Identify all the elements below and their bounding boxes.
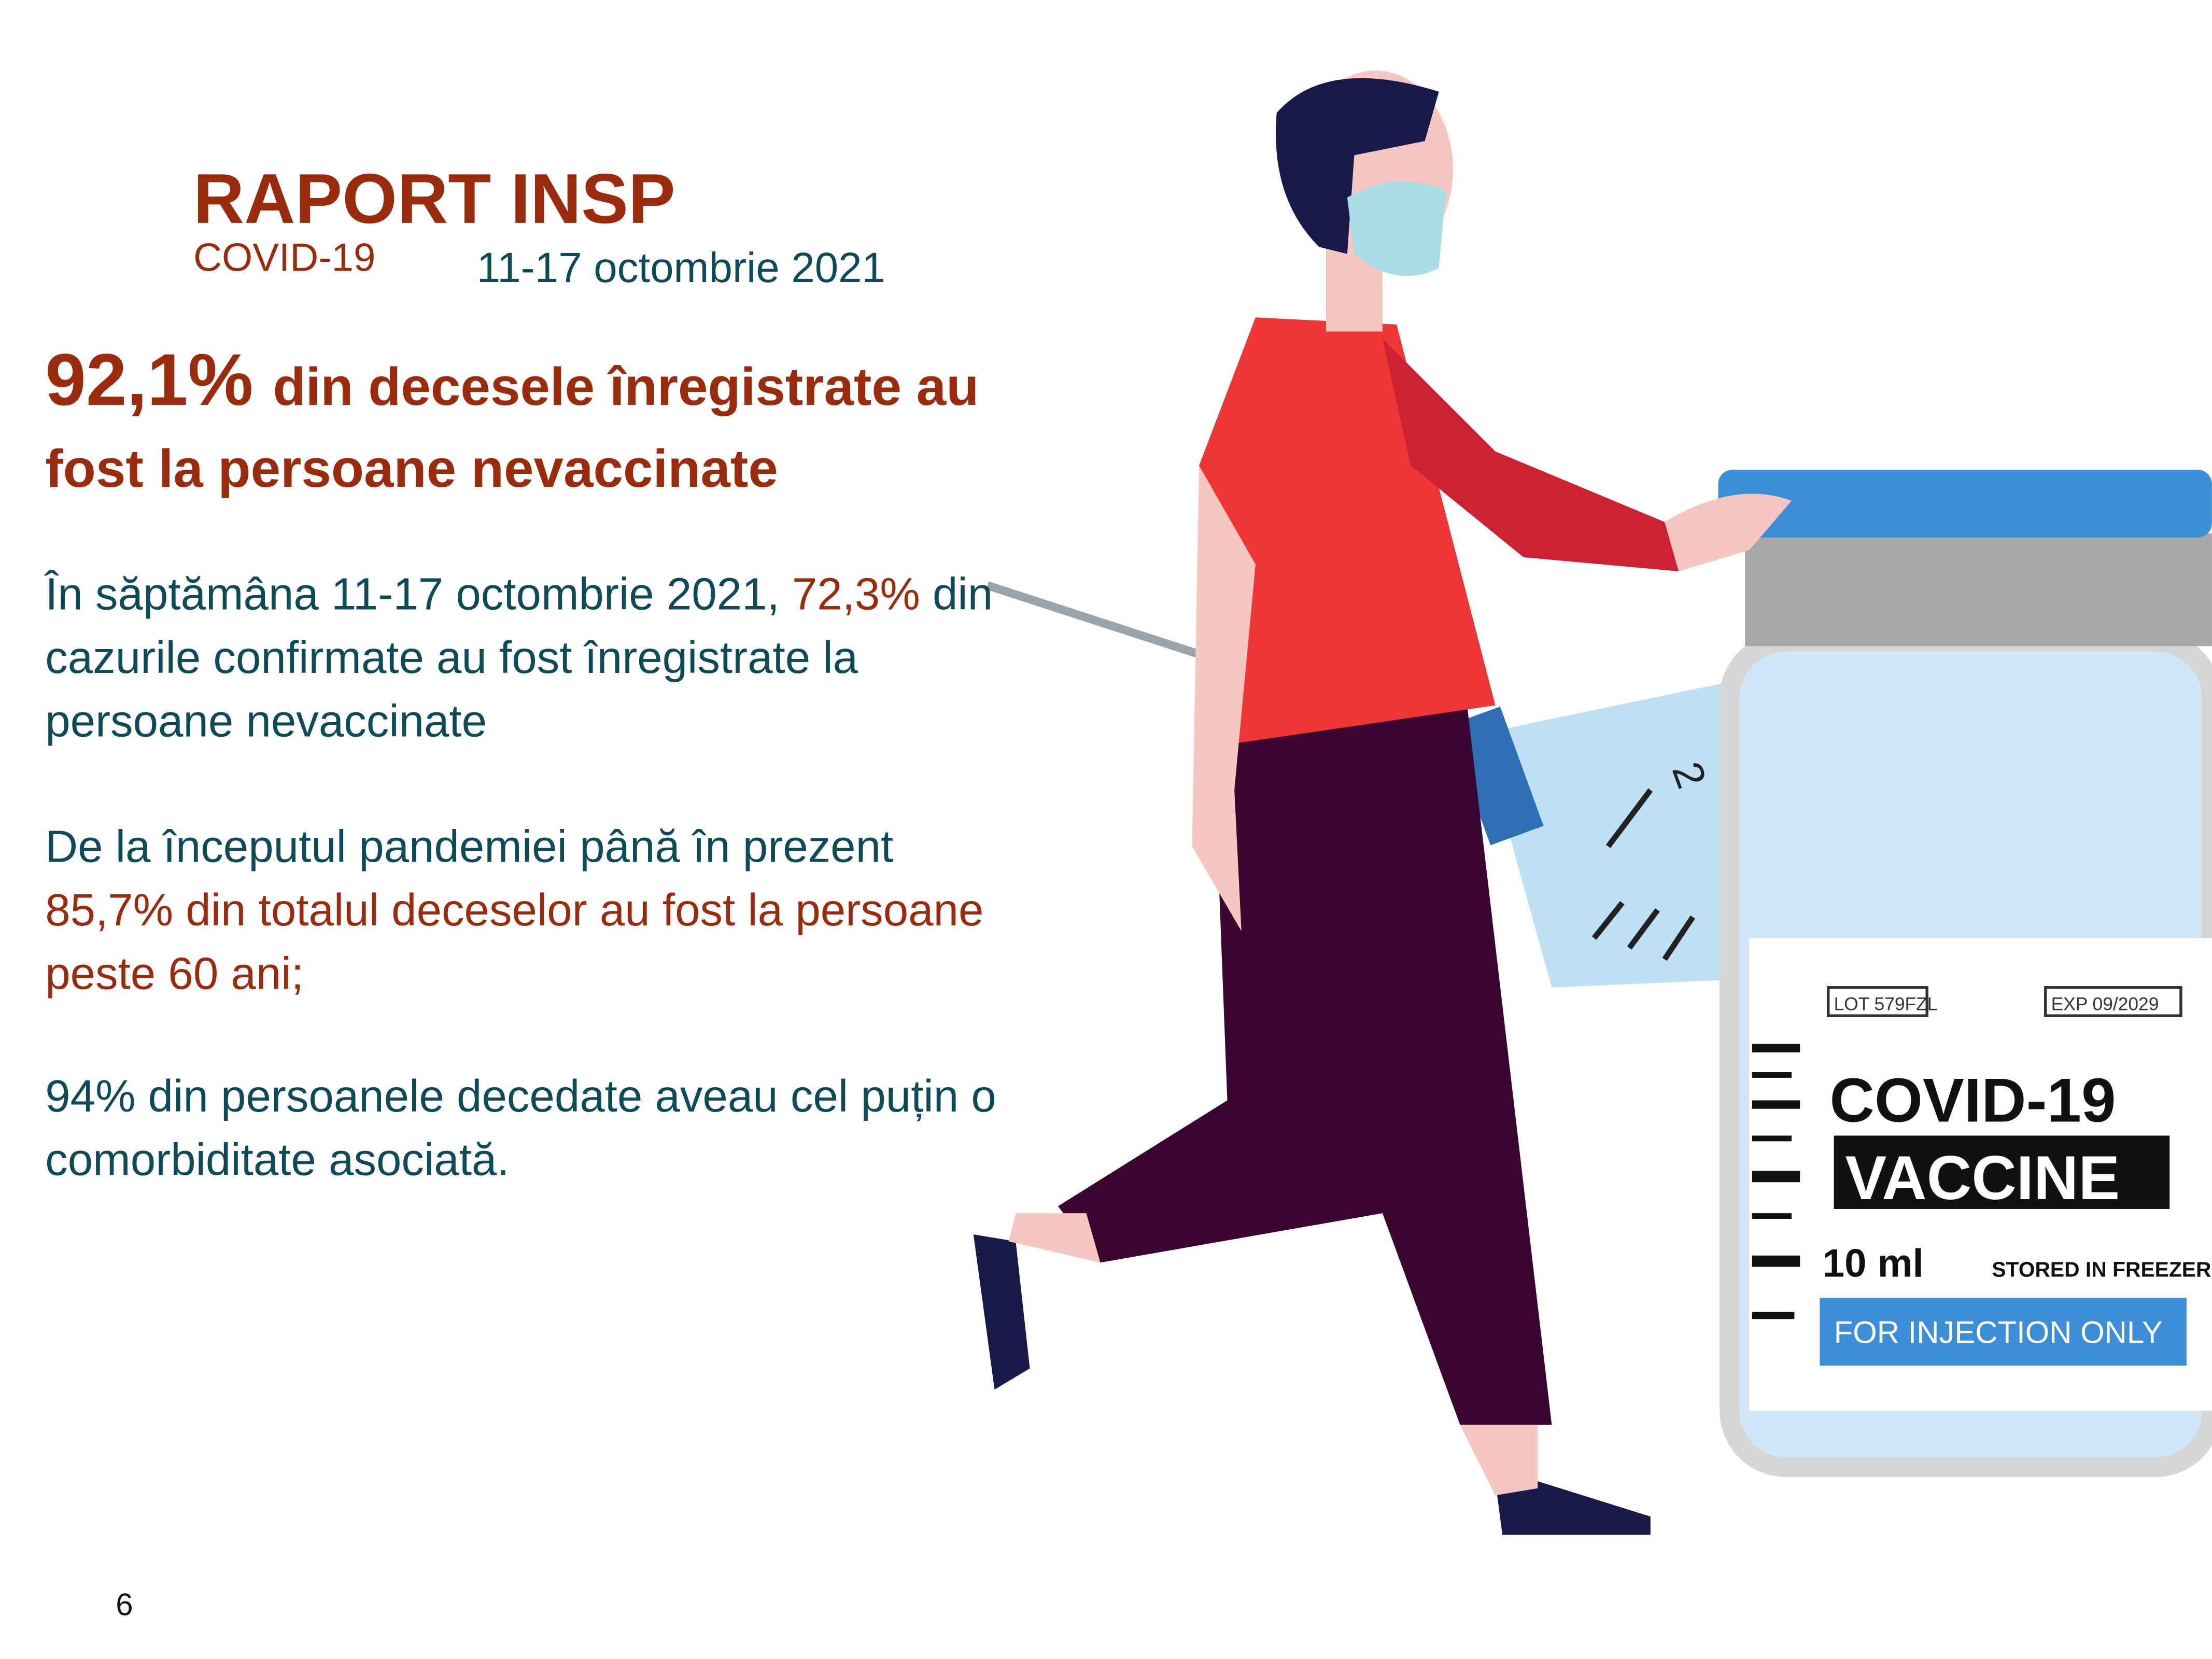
- person: [973, 71, 1792, 1535]
- vial-note: FOR INJECTION ONLY: [1834, 1315, 2163, 1349]
- text-segment: peste 60 ani;: [45, 948, 304, 999]
- paragraph-line: De la începutul pandemiei până în prezen…: [45, 822, 893, 872]
- headline-line: fost la persoane nevaccinate: [45, 438, 778, 498]
- text-segment: De la începutul pandemiei până în prezen…: [45, 822, 893, 872]
- headline-line: din decesele înregistrate au: [273, 356, 979, 416]
- paragraph-line: peste 60 ani;: [45, 948, 304, 999]
- paragraph-line: comorbiditate asociată.: [45, 1135, 509, 1185]
- text-segment: În săptămâna 11-17 octombrie 2021,: [44, 569, 792, 620]
- headline: 92,1% din decesele înregistrate au fost l…: [45, 339, 985, 498]
- paragraph-line: În săptămâna 11-17 octombrie 2021, 72,3%…: [44, 569, 993, 620]
- text-segment: comorbiditate asociată.: [45, 1135, 509, 1185]
- title: RAPORT INSP: [193, 159, 675, 238]
- paragraph-line: cazurile confirmate au fost înregistrate…: [45, 632, 858, 683]
- paragraph-line: persoane nevaccinate: [45, 696, 487, 746]
- vial-exp: EXP 09/2029: [2051, 994, 2159, 1014]
- vial-lot: LOT 579FZL: [1834, 994, 1938, 1014]
- text-segment: persoane nevaccinate: [45, 696, 487, 746]
- date: 11-17 octombrie 2021: [477, 244, 885, 291]
- page-number: 6: [116, 1587, 133, 1622]
- subtitle: COVID-19: [193, 235, 375, 279]
- headline-percent: 92,1%: [45, 339, 253, 420]
- vial-word: VACCINE: [1845, 1144, 2120, 1213]
- vial: LOT 579FZL EXP 09/2029 COVID-19 VACCINE …: [1718, 470, 2212, 1477]
- text-segment: 72,3%: [792, 569, 920, 620]
- paragraph-line: 94% din persoanele decedate aveau cel pu…: [45, 1071, 996, 1121]
- paragraphs: În săptămâna 11-17 octombrie 2021, 72,3%…: [44, 569, 996, 1185]
- text-segment: din: [920, 569, 993, 620]
- text-segment: 85,7% din totalul deceselor au fost la p…: [45, 885, 983, 935]
- text-segment: cazurile confirmate au fost înregistrate…: [45, 632, 858, 683]
- paragraph-line: 85,7% din totalul deceselor au fost la p…: [45, 885, 983, 935]
- vial-storage: STORED IN FREEZER: [1992, 1258, 2211, 1282]
- vial-name: COVID-19: [1829, 1066, 2116, 1135]
- vial-volume: 10 ml: [1823, 1242, 1924, 1286]
- text-segment: 94% din persoanele decedate aveau cel pu…: [45, 1071, 996, 1121]
